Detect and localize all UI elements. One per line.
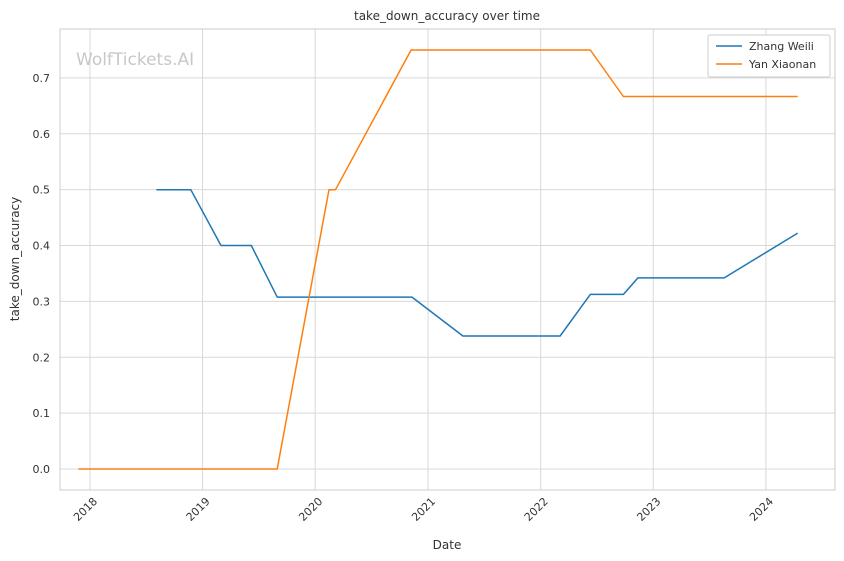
series-line-zhang-weili <box>156 188 799 337</box>
x-tick-label: 2018 <box>71 495 100 524</box>
x-axis: 2018 2019 2020 2021 2022 2023 2024 <box>71 495 776 524</box>
y-tick-label: 0.5 <box>33 184 51 197</box>
y-tick-label: 0.2 <box>33 351 51 364</box>
series-layer <box>78 49 799 470</box>
y-tick-label: 0.3 <box>33 295 51 308</box>
y-tick-label: 0.4 <box>33 240 51 253</box>
y-axis-label: take_down_accuracy <box>8 197 22 321</box>
x-tick-label: 2019 <box>184 495 213 524</box>
x-tick-label: 2022 <box>522 495 551 524</box>
plot-frame <box>59 28 836 491</box>
legend-label: Yan Xiaonan <box>748 58 816 71</box>
legend: Zhang Weili Yan Xiaonan <box>707 34 831 78</box>
x-tick-label: 2020 <box>296 495 325 524</box>
x-axis-label: Date <box>433 538 462 552</box>
y-tick-label: 0.6 <box>33 128 51 141</box>
y-axis: 0.0 0.1 0.2 0.3 0.4 0.5 0.6 0.7 <box>33 72 51 476</box>
x-tick-label: 2021 <box>409 495 438 524</box>
y-tick-label: 0.1 <box>33 407 51 420</box>
x-tick-label: 2023 <box>634 495 663 524</box>
series-line-yan-xiaonan <box>78 49 798 470</box>
legend-label: Zhang Weili <box>749 40 814 53</box>
x-tick-label: 2024 <box>747 495 776 524</box>
y-tick-label: 0.7 <box>33 72 51 85</box>
watermark-text: WolfTickets.AI <box>76 50 194 70</box>
y-tick-label: 0.0 <box>33 463 51 476</box>
grid-lines <box>60 29 835 490</box>
chart-title: take_down_accuracy over time <box>354 9 540 23</box>
